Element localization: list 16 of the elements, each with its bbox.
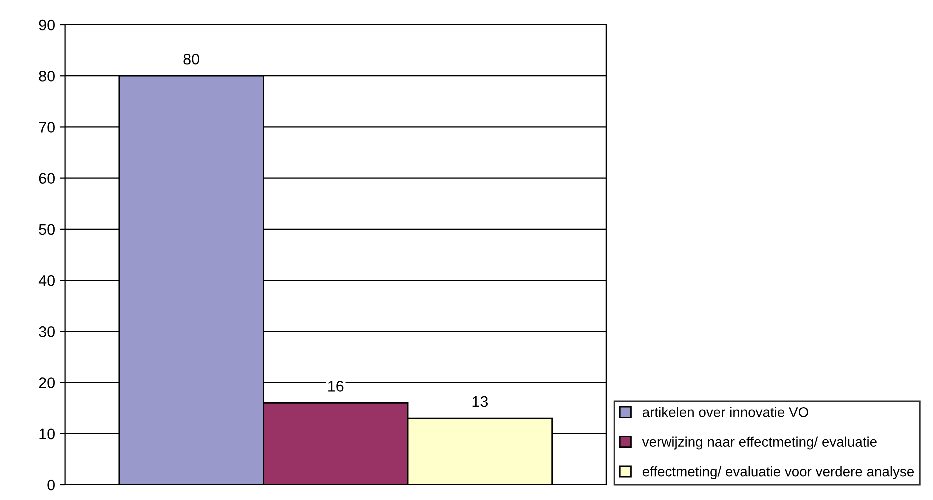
y-tick-label: 40 (38, 275, 55, 286)
y-tick-label: 30 (39, 326, 55, 338)
data-label: 13 (472, 396, 488, 408)
y-tick-label: 90 (39, 20, 55, 31)
y-tick-label: 0 (48, 480, 55, 491)
legend-label: artikelen over innovatie VO (642, 407, 808, 418)
y-tick-label: 60 (39, 173, 55, 184)
y-tick-label: 50 (39, 224, 55, 236)
data-label: 80 (184, 54, 200, 65)
y-tick-label: 10 (40, 428, 55, 440)
data-label: 16 (328, 381, 344, 392)
y-tick-label: 80 (39, 70, 55, 82)
y-tick-label: 70 (39, 122, 55, 133)
y-tick-label: 20 (39, 378, 55, 388)
legend-label: effectmeting/ evaluatie voor verdere analyse (642, 466, 914, 480)
legend-label: verwijzing naar effectmeting/ evaluatie (642, 436, 877, 450)
